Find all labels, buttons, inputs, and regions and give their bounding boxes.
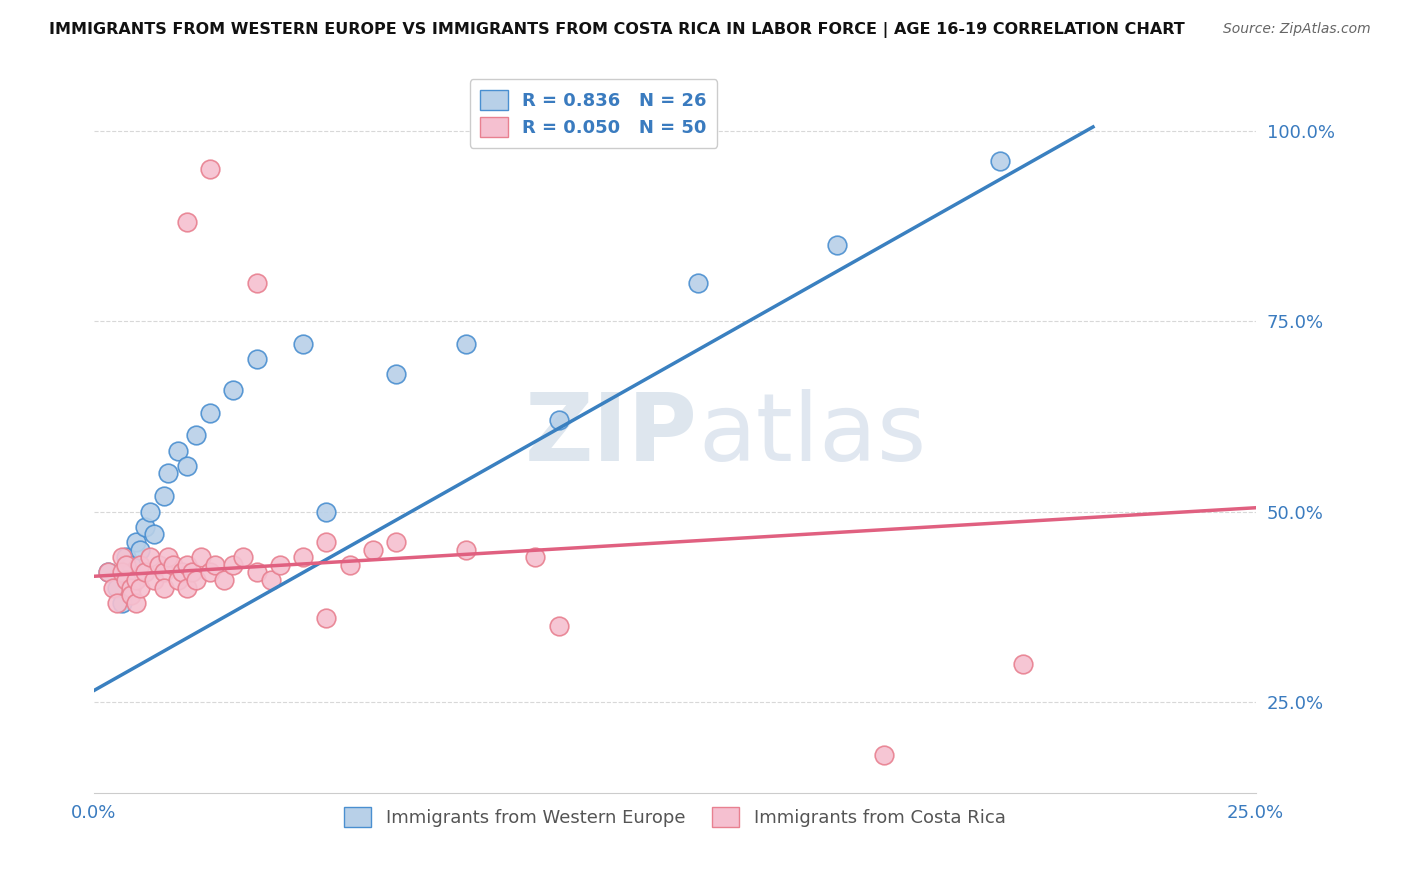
Point — [176, 215, 198, 229]
Point — [148, 558, 170, 572]
Point — [120, 588, 142, 602]
Point — [198, 161, 221, 176]
Point — [166, 573, 188, 587]
Point — [120, 581, 142, 595]
Point — [198, 566, 221, 580]
Point — [115, 550, 138, 565]
Legend: Immigrants from Western Europe, Immigrants from Costa Rica: Immigrants from Western Europe, Immigran… — [337, 800, 1012, 834]
Point — [157, 550, 180, 565]
Point — [454, 542, 477, 557]
Point — [152, 581, 174, 595]
Point — [232, 550, 254, 565]
Point — [315, 611, 337, 625]
Point — [873, 748, 896, 763]
Point — [292, 337, 315, 351]
Point — [138, 504, 160, 518]
Point — [176, 581, 198, 595]
Text: ZIP: ZIP — [526, 390, 697, 482]
Point — [245, 276, 267, 290]
Point — [125, 573, 148, 587]
Point — [269, 558, 291, 572]
Text: IMMIGRANTS FROM WESTERN EUROPE VS IMMIGRANTS FROM COSTA RICA IN LABOR FORCE | AG: IMMIGRANTS FROM WESTERN EUROPE VS IMMIGR… — [49, 22, 1185, 38]
Point — [259, 573, 281, 587]
Point — [115, 573, 138, 587]
Point — [385, 535, 408, 549]
Point — [186, 573, 208, 587]
Point — [166, 443, 188, 458]
Point — [180, 566, 202, 580]
Point — [988, 154, 1011, 169]
Point — [105, 596, 128, 610]
Point — [143, 527, 166, 541]
Point — [454, 337, 477, 351]
Text: Source: ZipAtlas.com: Source: ZipAtlas.com — [1223, 22, 1371, 37]
Point — [134, 520, 156, 534]
Text: atlas: atlas — [697, 390, 927, 482]
Point — [547, 413, 569, 427]
Point — [204, 558, 226, 572]
Point — [115, 558, 138, 572]
Point — [129, 581, 152, 595]
Point — [198, 405, 221, 419]
Point — [172, 566, 194, 580]
Point — [120, 558, 142, 572]
Point — [111, 596, 134, 610]
Point — [97, 566, 120, 580]
Point — [129, 542, 152, 557]
Point — [827, 238, 849, 252]
Point — [186, 428, 208, 442]
Point — [292, 550, 315, 565]
Point — [138, 550, 160, 565]
Point — [152, 566, 174, 580]
Point — [339, 558, 361, 572]
Point — [1012, 657, 1035, 671]
Point — [315, 535, 337, 549]
Point — [547, 619, 569, 633]
Point — [125, 535, 148, 549]
Point — [245, 566, 267, 580]
Point — [105, 581, 128, 595]
Point — [111, 550, 134, 565]
Point — [97, 566, 120, 580]
Point — [245, 352, 267, 367]
Point — [176, 458, 198, 473]
Point — [190, 550, 212, 565]
Point — [129, 558, 152, 572]
Point — [111, 566, 134, 580]
Point — [686, 276, 709, 290]
Point — [162, 558, 184, 572]
Point — [222, 383, 245, 397]
Point — [101, 581, 124, 595]
Point — [152, 489, 174, 503]
Point — [134, 566, 156, 580]
Point — [157, 467, 180, 481]
Point — [222, 558, 245, 572]
Point — [143, 573, 166, 587]
Point — [385, 368, 408, 382]
Point — [361, 542, 384, 557]
Point — [125, 596, 148, 610]
Point — [176, 558, 198, 572]
Point — [212, 573, 235, 587]
Point — [524, 550, 547, 565]
Point — [315, 504, 337, 518]
